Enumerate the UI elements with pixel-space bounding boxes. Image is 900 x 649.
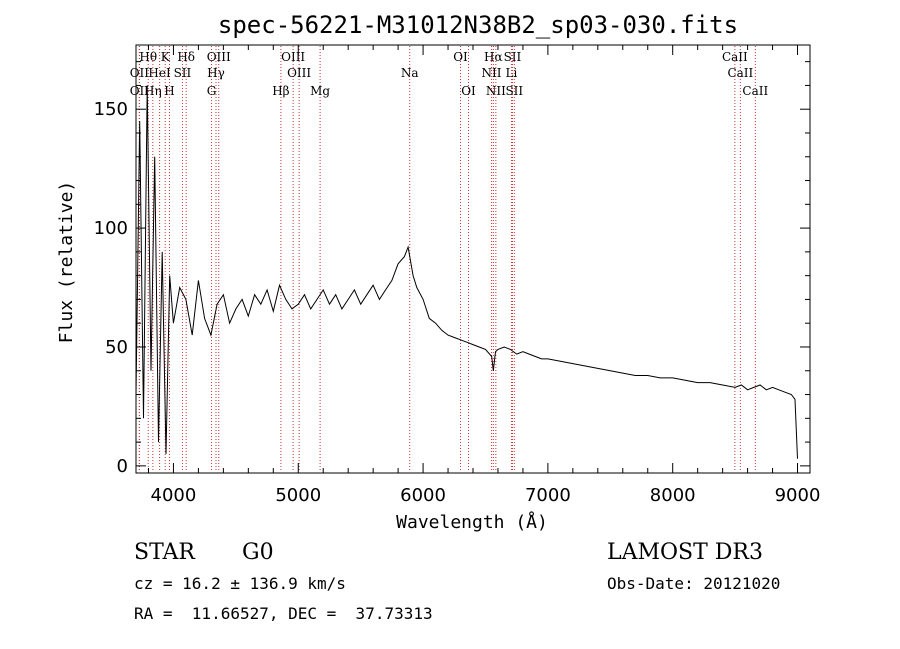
spectral-line-label: CaII [742, 84, 768, 98]
spectral-line-label: K [161, 50, 171, 64]
spectral-line-label: G [207, 84, 217, 98]
spectral-line-label: Hδ [177, 50, 195, 64]
x-tick-label: 5000 [275, 485, 321, 506]
x-tick-label: 9000 [775, 485, 821, 506]
spectral-line-label: Li [506, 66, 518, 80]
spectral-line-label: NII [481, 66, 501, 80]
y-tick-label: 50 [105, 337, 128, 358]
spectral-line-label: OI [461, 84, 476, 98]
spectral-line-label: Mg [310, 84, 330, 98]
spectral-line-label: HeI [148, 66, 171, 80]
spectral-line-label: OII [130, 84, 150, 98]
spectral-line-label: H [164, 84, 174, 98]
survey-name: LAMOST DR3 [607, 540, 763, 565]
y-tick-label: 150 [94, 99, 128, 120]
spectral-line-label: Na [401, 66, 419, 80]
spectral-line-label: SII [505, 84, 523, 98]
spectral-line-label: Hθ [139, 50, 157, 64]
obs-date: Obs-Date: 20121020 [607, 574, 781, 593]
x-axis-ticks: 4000 5000 6000 7000 8000 9000 [147, 45, 821, 506]
spectral-line-label: Hα [484, 50, 503, 64]
y-tick-label: 0 [117, 456, 128, 477]
spectral-line-label: CaII [722, 50, 748, 64]
x-tick-label: 8000 [650, 485, 696, 506]
x-tick-label: 6000 [400, 485, 446, 506]
y-axis-label: Flux (relative) [56, 181, 77, 344]
spectral-line-label: NII [486, 84, 506, 98]
spectral-line-label: OII [130, 66, 150, 80]
spectral-line-label: Hβ [272, 84, 289, 98]
x-axis-label: Wavelength (Å) [396, 511, 548, 533]
chart-title: spec-56221-M31012N38B2_sp03-030.fits [218, 11, 738, 39]
x-tick-label: 7000 [525, 485, 571, 506]
spectral-line-label: OIII [207, 50, 231, 64]
x-tick-label: 4000 [151, 485, 197, 506]
spectral-line-label: OI [453, 50, 468, 64]
coordinates: RA = 11.66527, DEC = 37.73313 [134, 604, 433, 623]
y-tick-label: 100 [94, 218, 128, 239]
plot-frame [135, 44, 811, 474]
object-subclass: G0 [242, 540, 274, 565]
y-axis-ticks: 0 50 100 150 [94, 61, 810, 477]
spectral-line-label: SII [504, 50, 522, 64]
spectral-line-label: CaII [727, 66, 753, 80]
spectral-marker-lines [138, 46, 756, 472]
spectrum-line [135, 85, 798, 459]
spectral-line-label: OIII [287, 66, 311, 80]
spectral-line-label: Hη [144, 84, 162, 98]
object-class: STAR [134, 540, 195, 565]
redshift-readout: cz = 16.2 ± 136.9 km/s [134, 574, 346, 593]
spectral-line-label: OIII [281, 50, 305, 64]
spectral-line-label: Hγ [207, 66, 225, 80]
spectral-line-label: SII [174, 66, 192, 80]
